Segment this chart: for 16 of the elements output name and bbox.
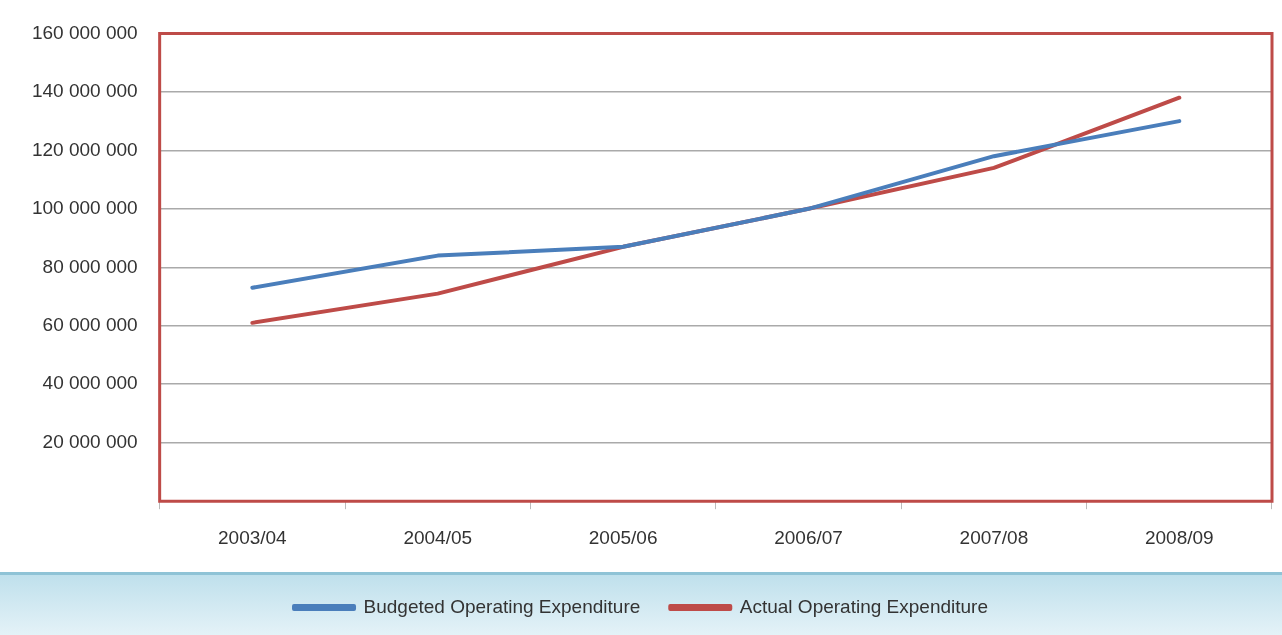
y-tick-label: 140 000 000 [31,80,138,102]
x-tick-label: 2003/04 [218,526,288,548]
x-tick-label: 2006/07 [774,526,843,548]
y-tick-label: 160 000 000 [31,21,138,43]
y-tick-label: 60 000 000 [42,314,138,336]
y-tick-label: 40 000 000 [42,372,138,394]
x-tick-label: 2005/06 [588,526,658,548]
y-tick-label: 80 000 000 [42,255,138,277]
legend-label: Budgeted Operating Expenditure [363,595,641,617]
y-tick-label: 120 000 000 [31,138,138,160]
x-tick-label: 2004/05 [403,526,473,548]
x-tick-label: 2007/08 [959,526,1029,548]
x-tick-label: 2008/09 [1144,526,1214,548]
y-tick-label: 100 000 000 [31,197,138,219]
y-tick-label: 20 000 000 [42,430,138,452]
legend-label: Actual Operating Expenditure [739,595,988,617]
